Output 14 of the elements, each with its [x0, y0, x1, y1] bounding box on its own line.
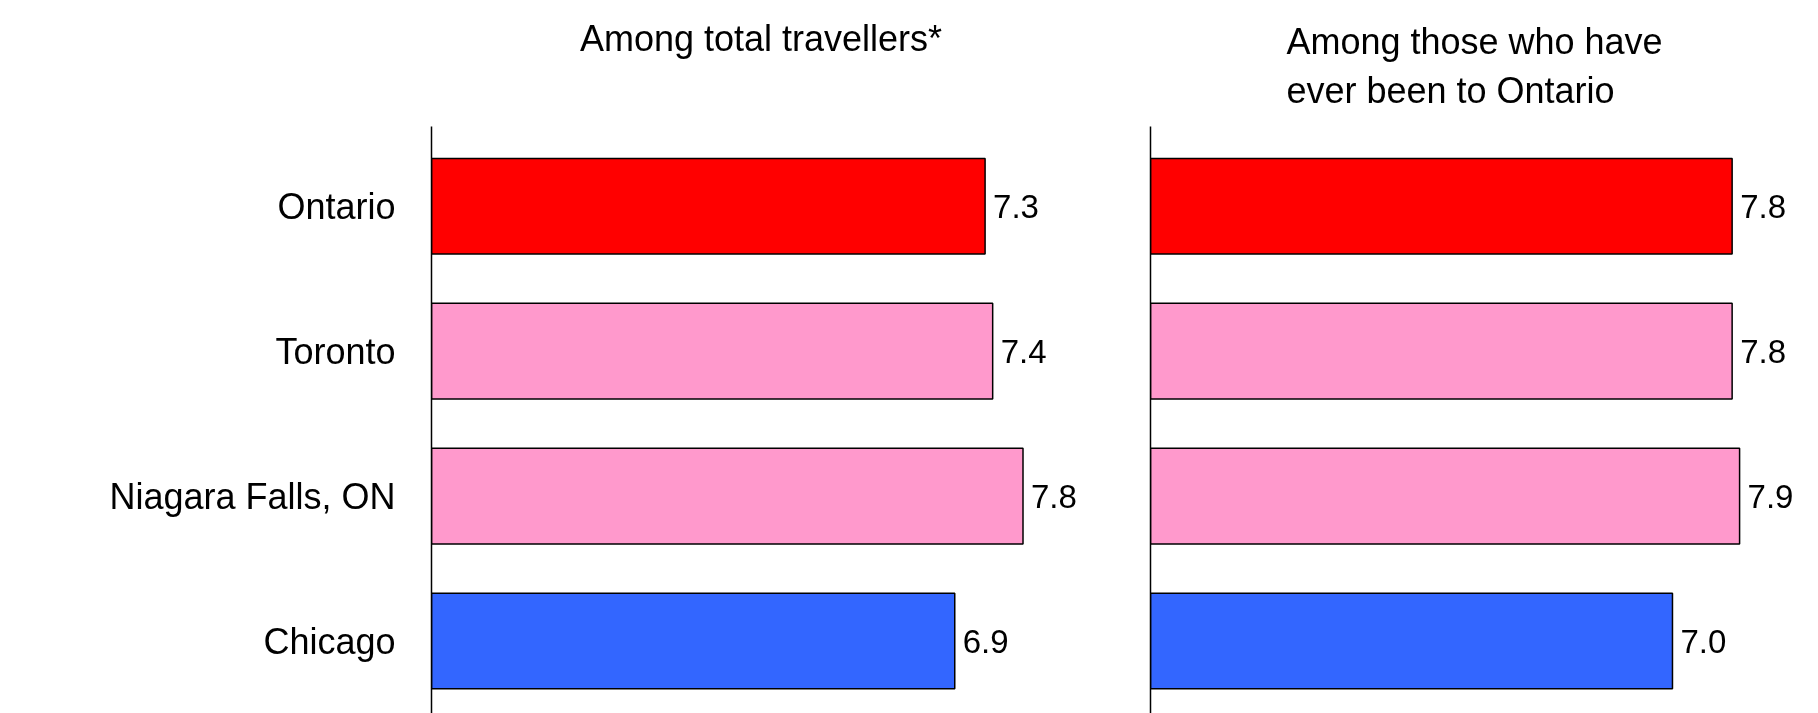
chart-title: Among total travellers*: [579, 17, 943, 59]
data-label: 7.3: [993, 187, 1039, 225]
data-label: 7.8: [1031, 477, 1077, 515]
data-label: 7.8: [1740, 332, 1787, 370]
data-label: 7.8: [1740, 187, 1787, 225]
data-label: 7.0: [1680, 622, 1727, 660]
y-tick-label: Chicago: [263, 620, 396, 662]
y-tick-label: Toronto: [275, 330, 396, 372]
y-tick-label: Niagara Falls, ON: [109, 475, 396, 517]
chart-title: Among those who have ever been to Ontario: [1286, 21, 1663, 112]
data-label: 7.4: [1000, 332, 1047, 370]
y-tick-label: Ontario: [277, 185, 396, 227]
data-label: 7.9: [1747, 477, 1794, 515]
data-label: 6.9: [962, 622, 1009, 660]
